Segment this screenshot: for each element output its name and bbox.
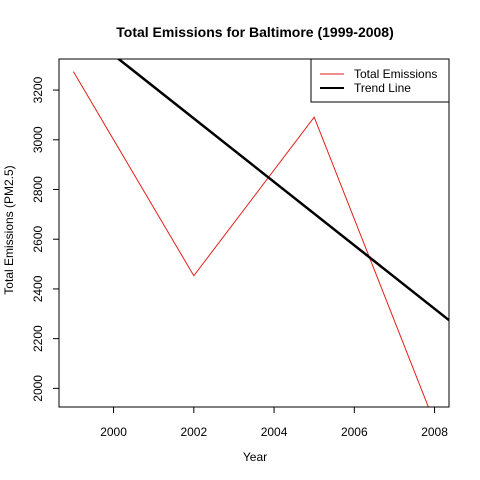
trend-line — [116, 59, 449, 322]
legend-box — [310, 58, 450, 103]
x-axis-label: Year — [243, 450, 267, 464]
x-tick-label: 2002 — [180, 425, 207, 439]
plot-frame — [58, 58, 450, 408]
y-tick-label: 2400 — [31, 275, 45, 302]
x-axis: 2000 2002 2004 2006 2008 — [100, 406, 448, 439]
x-tick-label: 2006 — [341, 425, 368, 439]
x-tick-label: 2004 — [261, 425, 288, 439]
y-axis-label: Total Emissions (PM2.5) — [2, 165, 16, 294]
legend-label: Total Emissions — [354, 67, 437, 81]
chart-title: Total Emissions for Baltimore (1999-2008… — [116, 24, 394, 40]
legend-label: Trend Line — [354, 81, 411, 95]
y-axis: 2000 2200 2400 2600 2800 3000 3200 — [31, 76, 60, 402]
x-tick-label: 2000 — [100, 425, 127, 439]
y-tick-label: 2000 — [31, 375, 45, 402]
y-tick-label: 2800 — [31, 176, 45, 203]
x-tick-label: 2008 — [421, 425, 448, 439]
y-tick-label: 3000 — [31, 126, 45, 153]
y-tick-label: 2200 — [31, 325, 45, 352]
series-line-total-emissions — [73, 71, 429, 407]
y-tick-label: 2600 — [31, 226, 45, 253]
y-tick-label: 3200 — [31, 76, 45, 103]
